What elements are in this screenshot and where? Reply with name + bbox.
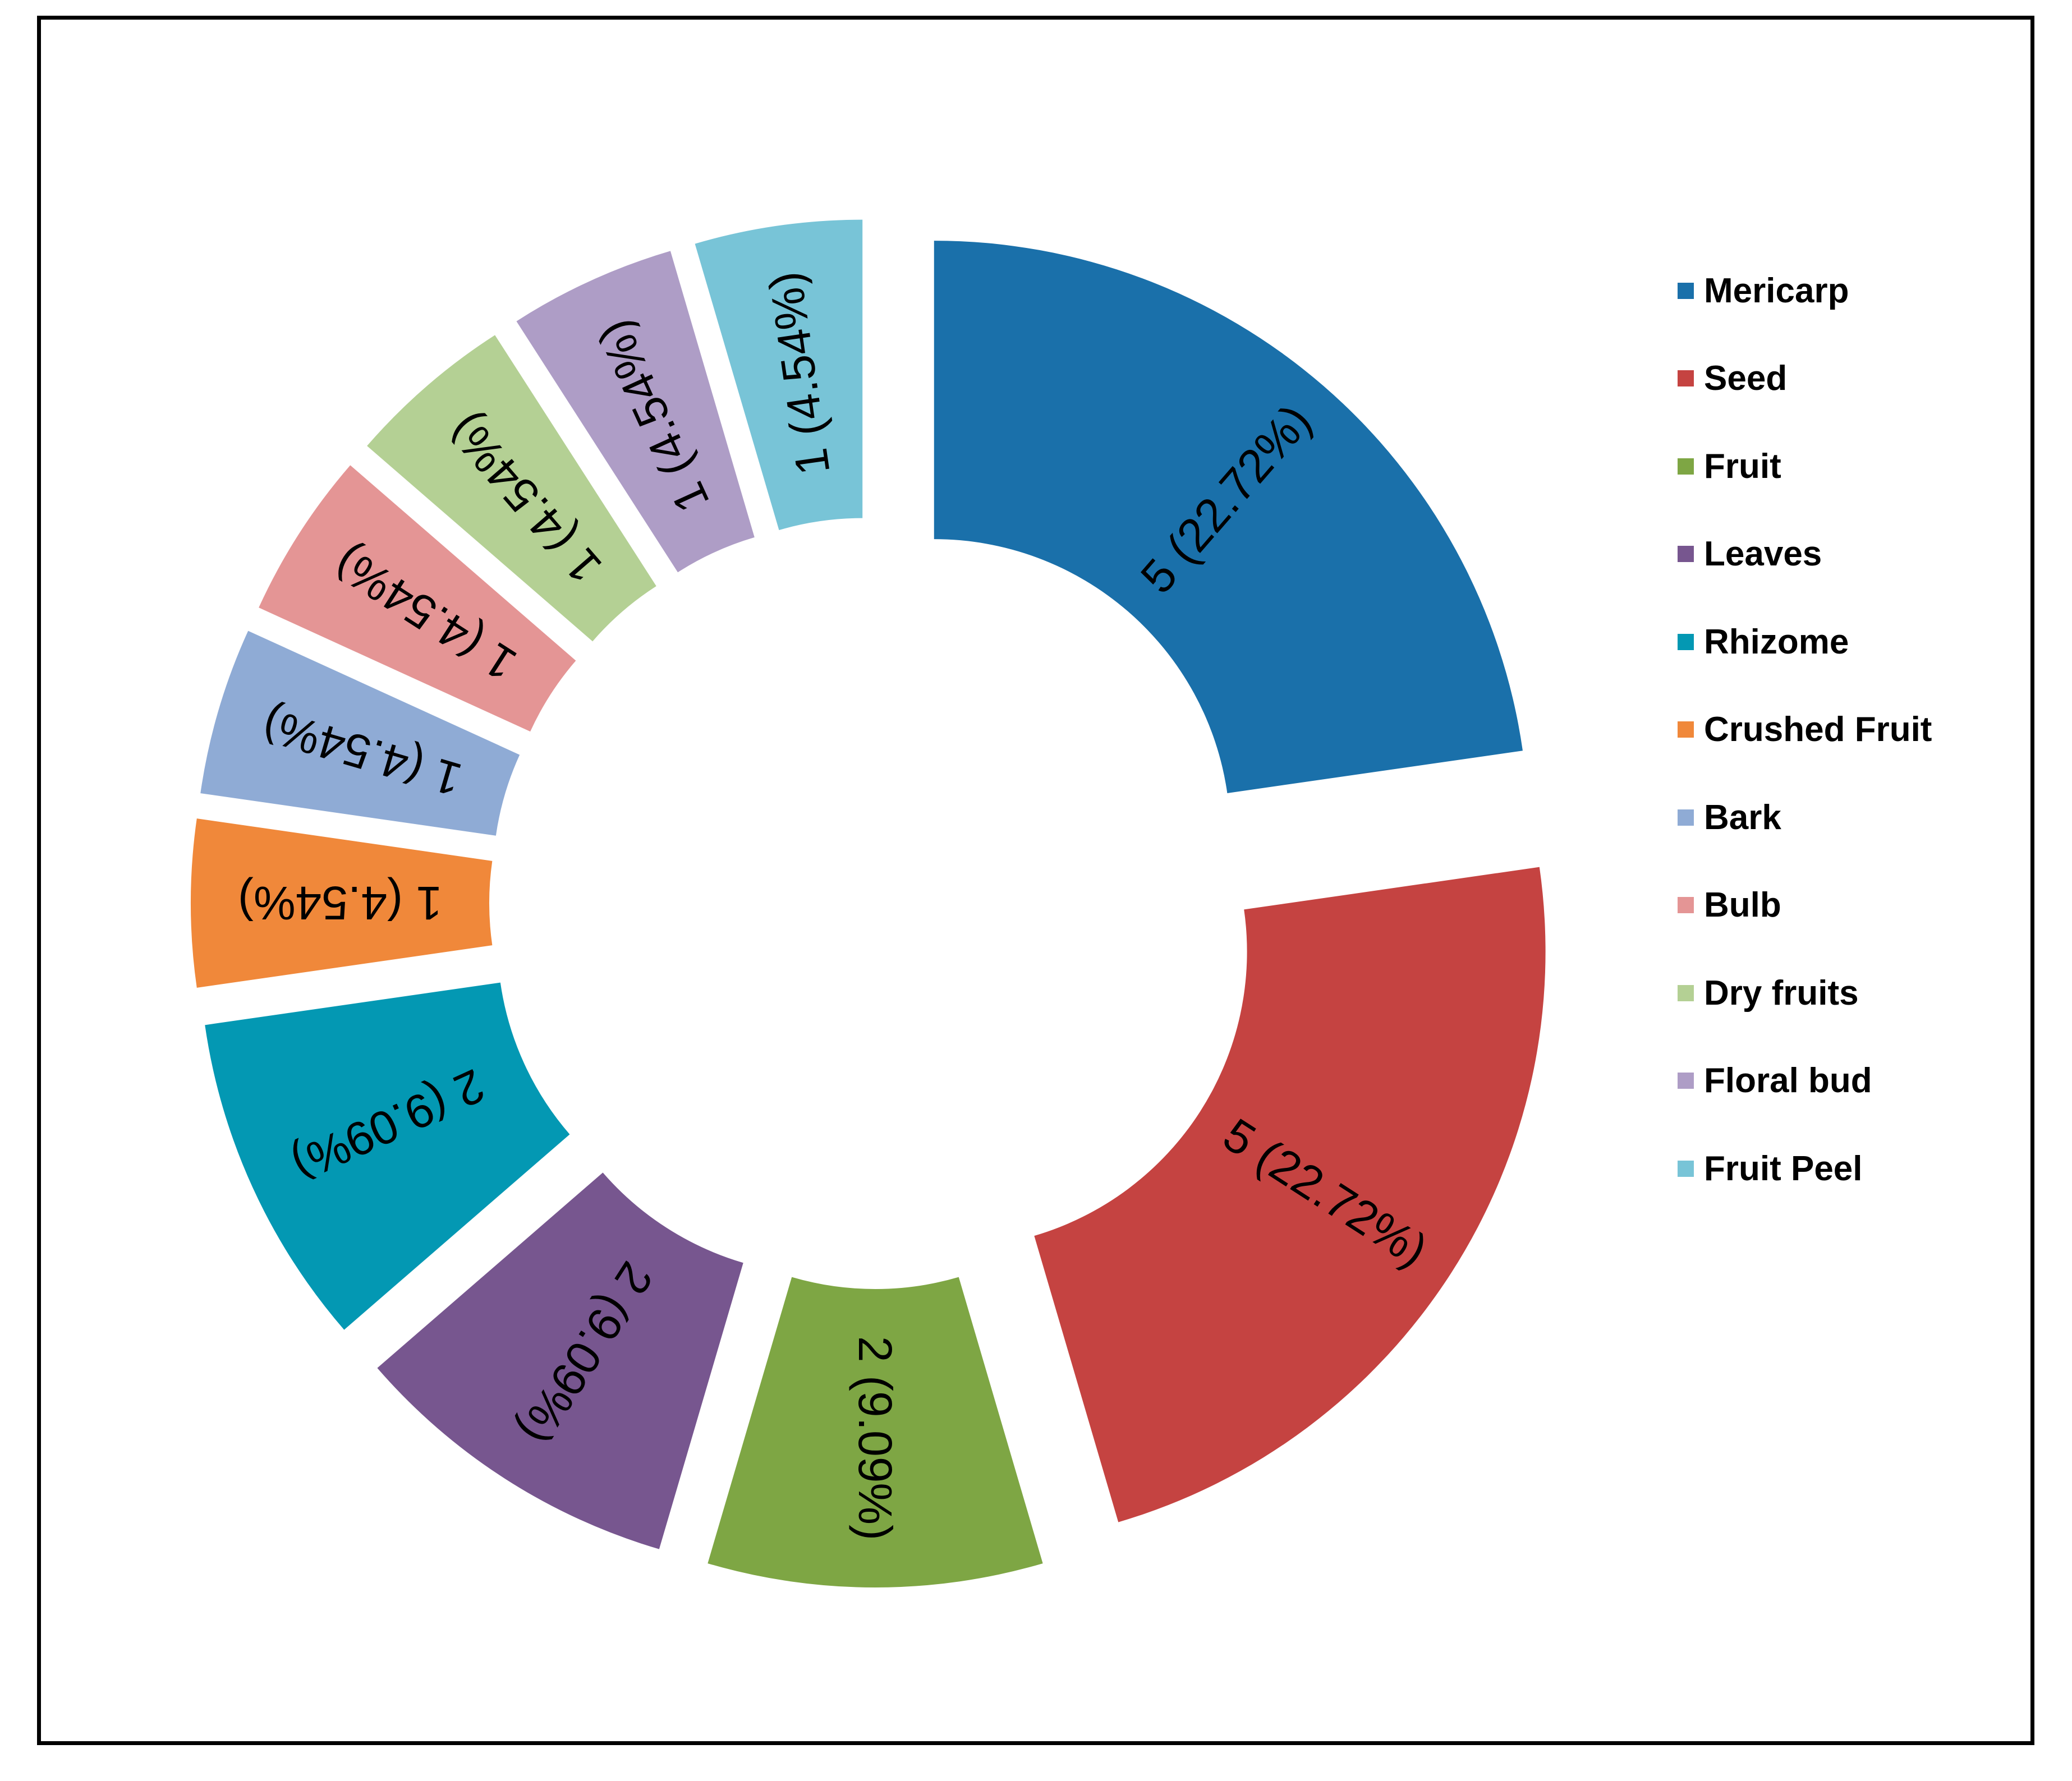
legend-item: Floral bud [1678, 1037, 1932, 1125]
slice-rhizome [205, 982, 570, 1330]
legend-label: Rhizome [1704, 622, 1849, 661]
slice-seed [1034, 867, 1546, 1522]
legend-item: Crushed Fruit [1678, 686, 1932, 774]
legend-label: Seed [1704, 359, 1788, 398]
legend-label: Bulb [1704, 886, 1781, 925]
legend: Mericarp Seed Fruit Leaves Rhizome Crushed Fr… [1678, 247, 1932, 1213]
legend-label: Floral bud [1704, 1061, 1872, 1101]
legend-swatch [1678, 897, 1694, 914]
legend-swatch [1678, 546, 1694, 563]
legend-item: Dry fruits [1678, 949, 1932, 1037]
legend-label: Bark [1704, 798, 1781, 837]
slice-floral-bud [516, 251, 755, 573]
legend-swatch [1678, 809, 1694, 826]
legend-item: Seed [1678, 335, 1932, 423]
legend-item: Bulb [1678, 862, 1932, 950]
slice-crushed-fruit [191, 818, 493, 988]
legend-swatch [1678, 721, 1694, 738]
legend-swatch [1678, 984, 1694, 1001]
slice-mericarp [934, 241, 1523, 793]
legend-item: Fruit [1678, 422, 1932, 510]
slice-dry-fruits [367, 335, 656, 642]
legend-swatch [1678, 370, 1694, 387]
slice-bark [200, 631, 520, 836]
slice-bulb [259, 465, 576, 732]
legend-swatch [1678, 633, 1694, 650]
legend-label: Fruit [1704, 447, 1781, 486]
legend-swatch [1678, 282, 1694, 299]
legend-swatch [1678, 1160, 1694, 1177]
slice-fruit-peel [695, 219, 863, 531]
slice-label-fruit: 2 (9.09%) [849, 1336, 902, 1540]
slice-fruit [707, 1277, 1043, 1588]
legend-item: Mericarp [1678, 247, 1932, 335]
legend-label: Fruit Peel [1704, 1149, 1863, 1188]
legend-label: Leaves [1704, 535, 1822, 574]
legend-item: Bark [1678, 774, 1932, 862]
legend-item: Fruit Peel [1678, 1125, 1932, 1213]
legend-swatch [1678, 1073, 1694, 1089]
slice-label-crushed-fruit: 1 (4.54%) [238, 877, 442, 929]
legend-label: Dry fruits [1704, 973, 1859, 1013]
slice-leaves [377, 1172, 743, 1549]
legend-item: Rhizome [1678, 598, 1932, 686]
legend-swatch [1678, 458, 1694, 475]
legend-item: Leaves [1678, 510, 1932, 599]
donut-slices [191, 219, 1546, 1588]
legend-label: Crushed Fruit [1704, 710, 1932, 749]
legend-label: Mericarp [1704, 271, 1849, 310]
